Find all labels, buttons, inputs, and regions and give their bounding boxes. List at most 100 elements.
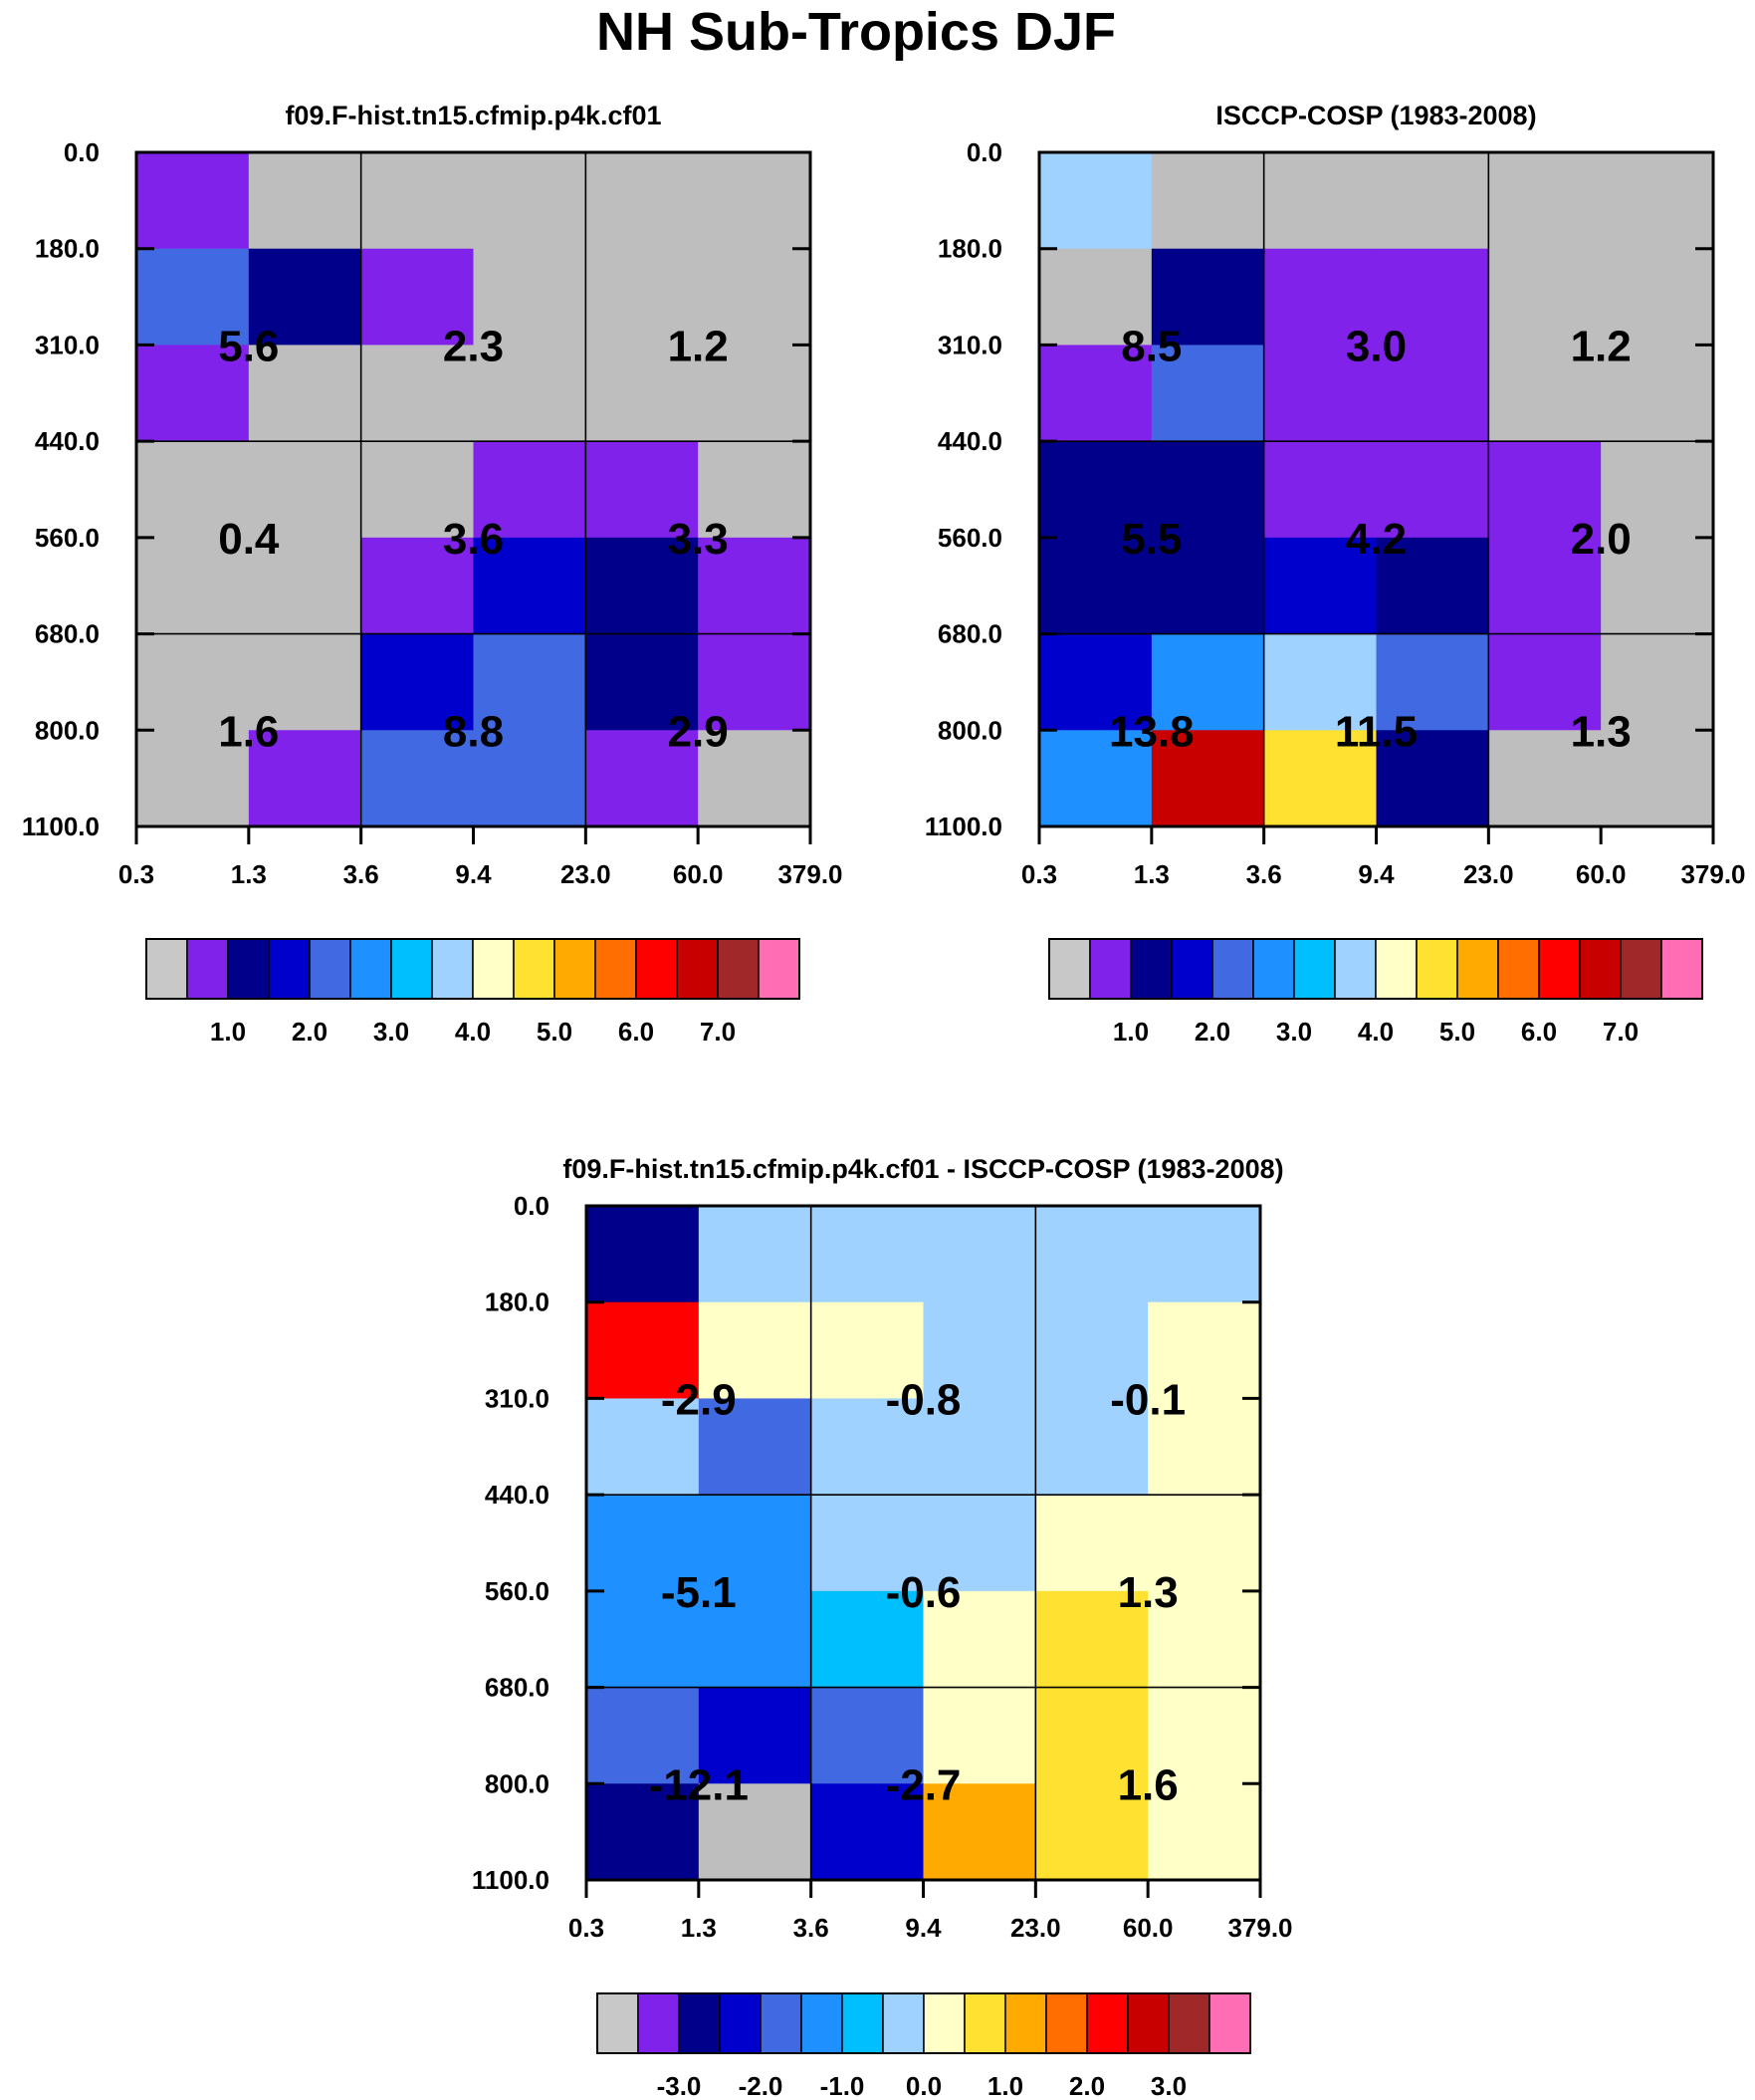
x-tick-label: 1.3: [1134, 859, 1170, 889]
heatmap-cell: [1035, 1495, 1149, 1592]
colorbar-swatch: [1620, 938, 1662, 1000]
chart-panel-2: ISCCP-COSP (1983-2008) 0.0 180.0 310.0 440.0…: [925, 101, 1746, 1047]
heatmap-cell: [586, 1783, 700, 1881]
heatmap-cell: [1263, 537, 1377, 635]
y-tick-label: 800.0: [938, 715, 1002, 745]
colorbar-swatch: [1127, 1992, 1170, 2054]
x-tick-label: 60.0: [1123, 1913, 1174, 1943]
heatmap-cell: [473, 633, 586, 731]
heatmap-cell: [698, 1687, 812, 1784]
heatmap-cell: [473, 537, 586, 635]
y-tick-label: 800.0: [485, 1768, 549, 1798]
heatmap-cell: [923, 1301, 1036, 1399]
colorbar-swatch: [637, 1992, 680, 2054]
heatmap-cell: [360, 537, 474, 635]
group-value-label: 1.6: [218, 707, 279, 756]
colorbar-swatch: [635, 938, 678, 1000]
y-tick-label: 310.0: [485, 1383, 549, 1413]
heatmap-cell: [1601, 730, 1714, 827]
heatmap-cell: [698, 1495, 812, 1592]
y-tick-label: 310.0: [938, 330, 1002, 359]
heatmap-cell: [810, 1783, 924, 1881]
colorbar-tick-label: -2.0: [739, 2071, 783, 2100]
x-tick-label: 1.3: [681, 1913, 717, 1943]
colorbar-swatch: [1208, 1992, 1251, 2054]
panels: f09.F-hist.tn15.cfmip.p4k.cf01 0.0 180.0 31…: [22, 101, 1746, 2100]
colorbar-swatch: [268, 938, 311, 1000]
colorbar-tick-label: 4.0: [1358, 1017, 1394, 1047]
heatmap-cell: [360, 633, 474, 731]
colorbar-tick-label: 3.0: [1151, 2071, 1187, 2100]
colorbar-tick-label: -1.0: [820, 2071, 865, 2100]
group-value-label: -0.8: [886, 1375, 962, 1424]
heatmap-cell: [1035, 1398, 1149, 1496]
heatmap-cell: [473, 152, 586, 250]
heatmap-cell: [1148, 1495, 1261, 1592]
heatmap-cell: [136, 537, 250, 635]
colorbar: -3.0 -2.0 -1.0 0.0 1.0 2.0 3.0: [596, 1992, 1251, 2100]
colorbar-frame: [596, 1992, 1251, 2054]
heatmap-cell: [1151, 633, 1265, 731]
heatmap-cell: [1039, 152, 1153, 250]
heatmap-cell: [1148, 1687, 1261, 1784]
heatmap-cell: [585, 152, 699, 250]
group-value-label: 2.0: [1571, 515, 1632, 564]
heatmap-cell: [248, 152, 362, 250]
colorbar-swatch: [596, 1992, 639, 2054]
colorbar-swatch: [1252, 938, 1295, 1000]
colorbar-swatch: [841, 1992, 884, 2054]
heatmap-cell: [360, 152, 474, 250]
heatmap-cell: [586, 1301, 700, 1399]
x-tick-label: 23.0: [560, 859, 611, 889]
group-value-label: 3.6: [443, 515, 504, 564]
heatmap-cell: [1148, 1206, 1261, 1303]
group-value-label: 1.6: [1118, 1760, 1179, 1809]
heatmap-cell: [1488, 248, 1602, 346]
group-value-label: 0.4: [218, 515, 280, 564]
heatmap-cell: [585, 248, 699, 346]
heatmap-cell: [586, 1206, 700, 1303]
heatmap-cell: [1039, 441, 1153, 539]
group-value-label: -2.9: [661, 1375, 737, 1424]
x-tick-label: 3.6: [1246, 859, 1282, 889]
heatmap-cell: [360, 248, 474, 346]
heatmap-cell: [1151, 248, 1265, 346]
heatmap-cell: [360, 730, 474, 827]
heatmap-cell: [698, 152, 811, 250]
heatmap-cell: [698, 248, 811, 346]
x-tick-label: 23.0: [1463, 859, 1514, 889]
heatmap-cell: [1151, 537, 1265, 635]
heatmap-cell: [136, 633, 250, 731]
heatmap-cell: [698, 1590, 812, 1689]
colorbar-swatch: [800, 1992, 843, 2054]
heatmap-cell: [1151, 152, 1265, 250]
colorbar-tick-label: 2.0: [292, 1017, 328, 1047]
heatmap-cell: [473, 248, 586, 346]
heatmap-cell: [1148, 1590, 1261, 1689]
heatmap-cell: [1488, 152, 1602, 250]
y-tick-label: 440.0: [35, 426, 100, 456]
group-value-label: -2.7: [886, 1760, 962, 1809]
group-value-label: 4.2: [1346, 515, 1407, 564]
group-value-label: -12.1: [649, 1760, 749, 1809]
x-tick-label: 379.0: [1227, 1913, 1292, 1943]
x-tick-label: 0.3: [568, 1913, 604, 1943]
colorbar: 1.0 2.0 3.0 4.0 5.0 6.0 7.0: [1048, 938, 1703, 1047]
colorbar-swatch: [1211, 938, 1254, 1000]
heatmap-cell: [1148, 1783, 1261, 1881]
heatmap-cell: [586, 1495, 700, 1592]
group-value-label: 11.5: [1335, 707, 1418, 756]
heatmap-cell: [1039, 537, 1153, 635]
colorbar-swatch: [390, 938, 433, 1000]
heatmap-cell: [586, 1398, 700, 1496]
heatmap-cell: [1376, 730, 1489, 827]
colorbar-swatch: [1538, 938, 1581, 1000]
group-value-label: 8.5: [1121, 322, 1182, 370]
heatmap-cell: [810, 1398, 924, 1496]
heatmap-cell: [136, 152, 250, 250]
heatmap-cell: [136, 345, 250, 442]
colorbar-tick-label: 4.0: [455, 1017, 491, 1047]
heatmap-cell: [923, 1687, 1036, 1784]
heatmap-cell: [698, 1301, 812, 1399]
heatmap-cell: [1035, 1687, 1149, 1784]
